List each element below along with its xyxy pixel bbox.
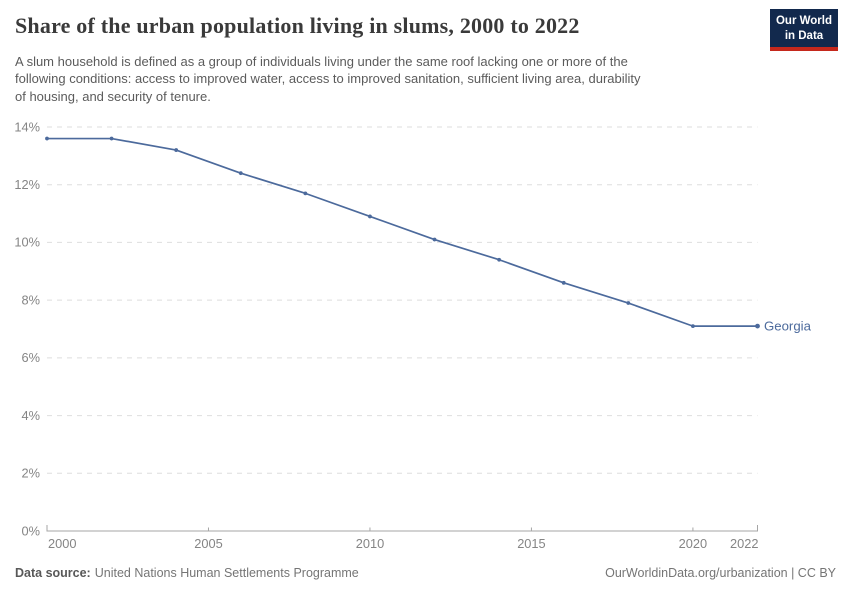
y-tick-label: 0% — [22, 523, 41, 538]
y-tick-label: 14% — [14, 119, 40, 134]
owid-logo[interactable]: Our World in Data — [770, 9, 838, 51]
y-tick-label: 8% — [22, 292, 41, 307]
data-point[interactable] — [691, 324, 695, 329]
data-point[interactable] — [755, 323, 760, 329]
y-tick-label: 12% — [14, 177, 40, 192]
owid-logo-line2: in Data — [784, 29, 824, 42]
owid-logo-text: Our World in Data — [770, 9, 838, 47]
chart-subtitle-line: A slum household is defined as a group o… — [15, 54, 628, 69]
owid-logo-stripe — [770, 47, 838, 51]
data-point[interactable] — [497, 257, 502, 262]
x-tick-label: 2005 — [194, 536, 222, 551]
owid-logo-line1: Our World — [775, 15, 832, 27]
chart-footer: Data source: United Nations Human Settle… — [15, 566, 836, 580]
data-point[interactable] — [45, 136, 49, 141]
data-point[interactable] — [109, 136, 114, 141]
data-source: Data source: United Nations Human Settle… — [15, 566, 359, 580]
x-tick-label: 2010 — [356, 536, 384, 551]
series-end-label[interactable]: Georgia — [764, 319, 812, 334]
data-point[interactable] — [303, 191, 308, 196]
data-point[interactable] — [238, 171, 243, 176]
data-point[interactable] — [626, 301, 631, 305]
chart-subtitle-line: of housing, and security of tenure. — [15, 88, 211, 104]
slums-line-chart[interactable]: 0% 2% 4% 6% 8% 10% 12% 14% 2000 2005 2010 2015 2020 2… — [0, 115, 850, 565]
y-tick-label: 4% — [22, 408, 41, 423]
chart-title: Share of the urban population living in … — [15, 13, 580, 38]
chart-subtitle-line: following conditions: access to improved… — [15, 71, 641, 87]
data-point[interactable] — [368, 214, 372, 219]
x-tick-label: 2015 — [517, 536, 545, 551]
y-tick-label: 10% — [14, 235, 40, 250]
y-tick-label: 2% — [22, 466, 41, 481]
data-source-label: Data source: — [15, 566, 91, 580]
y-tick-label: 6% — [22, 350, 41, 365]
data-point[interactable] — [174, 148, 179, 152]
data-point[interactable] — [561, 280, 566, 285]
data-source-value: United Nations Human Settlements Program… — [94, 566, 359, 580]
data-point[interactable] — [432, 237, 437, 242]
x-tick-label: 2000 — [48, 536, 76, 551]
x-tick-label: 2022 — [730, 536, 758, 551]
credit-link[interactable]: OurWorldinData.org/urbanization | CC BY — [605, 566, 836, 580]
x-tick-label: 2020 — [679, 536, 707, 551]
trend-line[interactable] — [46, 137, 759, 327]
chart-subtitle: A slum household is defined as a group o… — [15, 53, 760, 105]
